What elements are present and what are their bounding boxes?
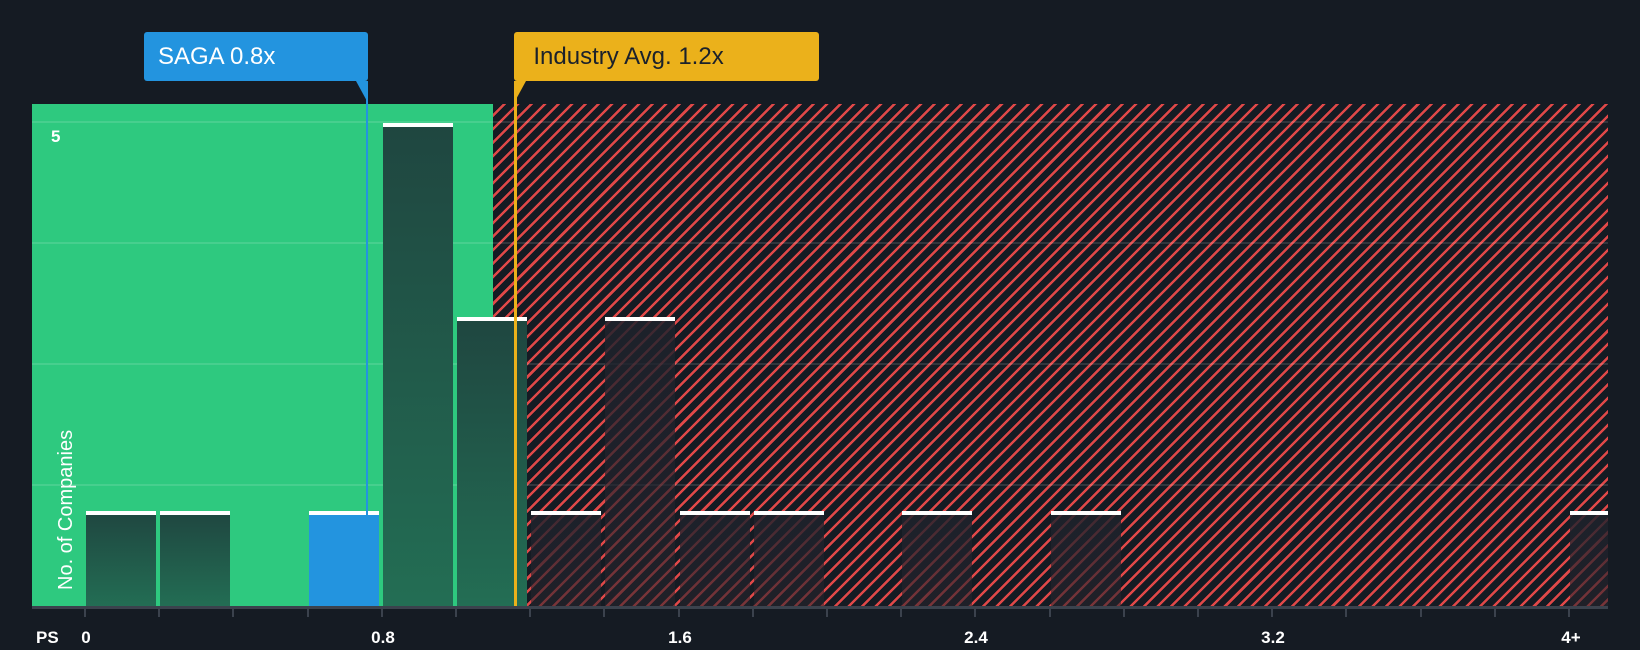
saga-callout: SAGA 0.8x [143, 32, 368, 103]
x-tick-label-0: 0 [81, 628, 91, 647]
x-tick [826, 609, 828, 617]
histogram-bar [753, 511, 824, 608]
bar-top-cap [605, 317, 676, 321]
x-tick [751, 609, 754, 617]
bar-top-cap [531, 511, 602, 515]
x-axis-line [32, 606, 1608, 609]
bar-top-cap [457, 317, 527, 321]
industry-avg-marker-line [514, 81, 518, 608]
histogram-bar [160, 511, 231, 608]
bar-top-cap [160, 511, 231, 515]
saga-callout-label: SAGA 0.8x [157, 43, 276, 70]
histogram-bar [1570, 511, 1608, 608]
histogram-bar [679, 511, 750, 608]
gridline [32, 121, 1608, 123]
industry-avg-callout-pointer [514, 81, 527, 103]
x-axis-title: PS [36, 628, 59, 647]
bar-top-cap [382, 123, 453, 127]
x-tick [1271, 609, 1274, 617]
x-tick [900, 609, 903, 617]
bar-top-cap [86, 511, 156, 515]
x-tick [529, 609, 532, 617]
industry-avg-callout-label: Industry Avg. 1.2x [533, 43, 724, 70]
bar-top-cap [308, 511, 379, 515]
x-tick [232, 609, 235, 617]
x-tick [1568, 609, 1570, 617]
saga-marker-line [365, 81, 368, 608]
histogram-bar [531, 511, 602, 608]
x-tick-label-0.8: 0.8 [371, 628, 395, 647]
x-tick [974, 609, 977, 617]
x-tick [1197, 609, 1199, 617]
x-tick [380, 609, 383, 617]
bar-top-cap [1570, 511, 1608, 515]
x-tick [1345, 609, 1348, 617]
x-tick [1493, 609, 1496, 617]
x-tick [677, 609, 680, 617]
gridline [32, 484, 1608, 486]
y-axis-title: No. of Companies [55, 429, 77, 590]
x-tick [1419, 609, 1422, 617]
x-tick-label-4plus: 4+ [1561, 628, 1581, 647]
x-tick [603, 609, 606, 617]
saga-callout-pointer [355, 81, 368, 103]
plot-area [32, 104, 1608, 608]
gridline [32, 242, 1608, 244]
histogram-bar [605, 317, 676, 608]
x-tick [455, 609, 457, 617]
histogram-bar [86, 511, 156, 608]
overvalued-zone [493, 104, 1608, 608]
bar-top-cap [902, 511, 973, 515]
x-tick [306, 609, 309, 617]
bar-top-cap [1050, 511, 1121, 515]
x-tick-label-1.6: 1.6 [668, 628, 692, 647]
x-tick-label-3.2: 3.2 [1261, 628, 1285, 647]
gridline [32, 363, 1608, 365]
histogram-bar [1050, 511, 1121, 608]
bar-top-cap [679, 511, 750, 515]
x-tick-label-2.4: 2.4 [964, 628, 988, 647]
x-tick [1122, 609, 1125, 617]
x-tick [1048, 609, 1051, 617]
industry-avg-callout: Industry Avg. 1.2x [514, 32, 820, 103]
x-tick [84, 609, 86, 617]
bar-top-cap [753, 511, 824, 515]
histogram-bar [902, 511, 973, 608]
histogram-bar [308, 511, 379, 608]
x-tick [158, 609, 161, 617]
histogram-bar [382, 123, 453, 608]
y-tick-5: 5 [51, 127, 61, 146]
